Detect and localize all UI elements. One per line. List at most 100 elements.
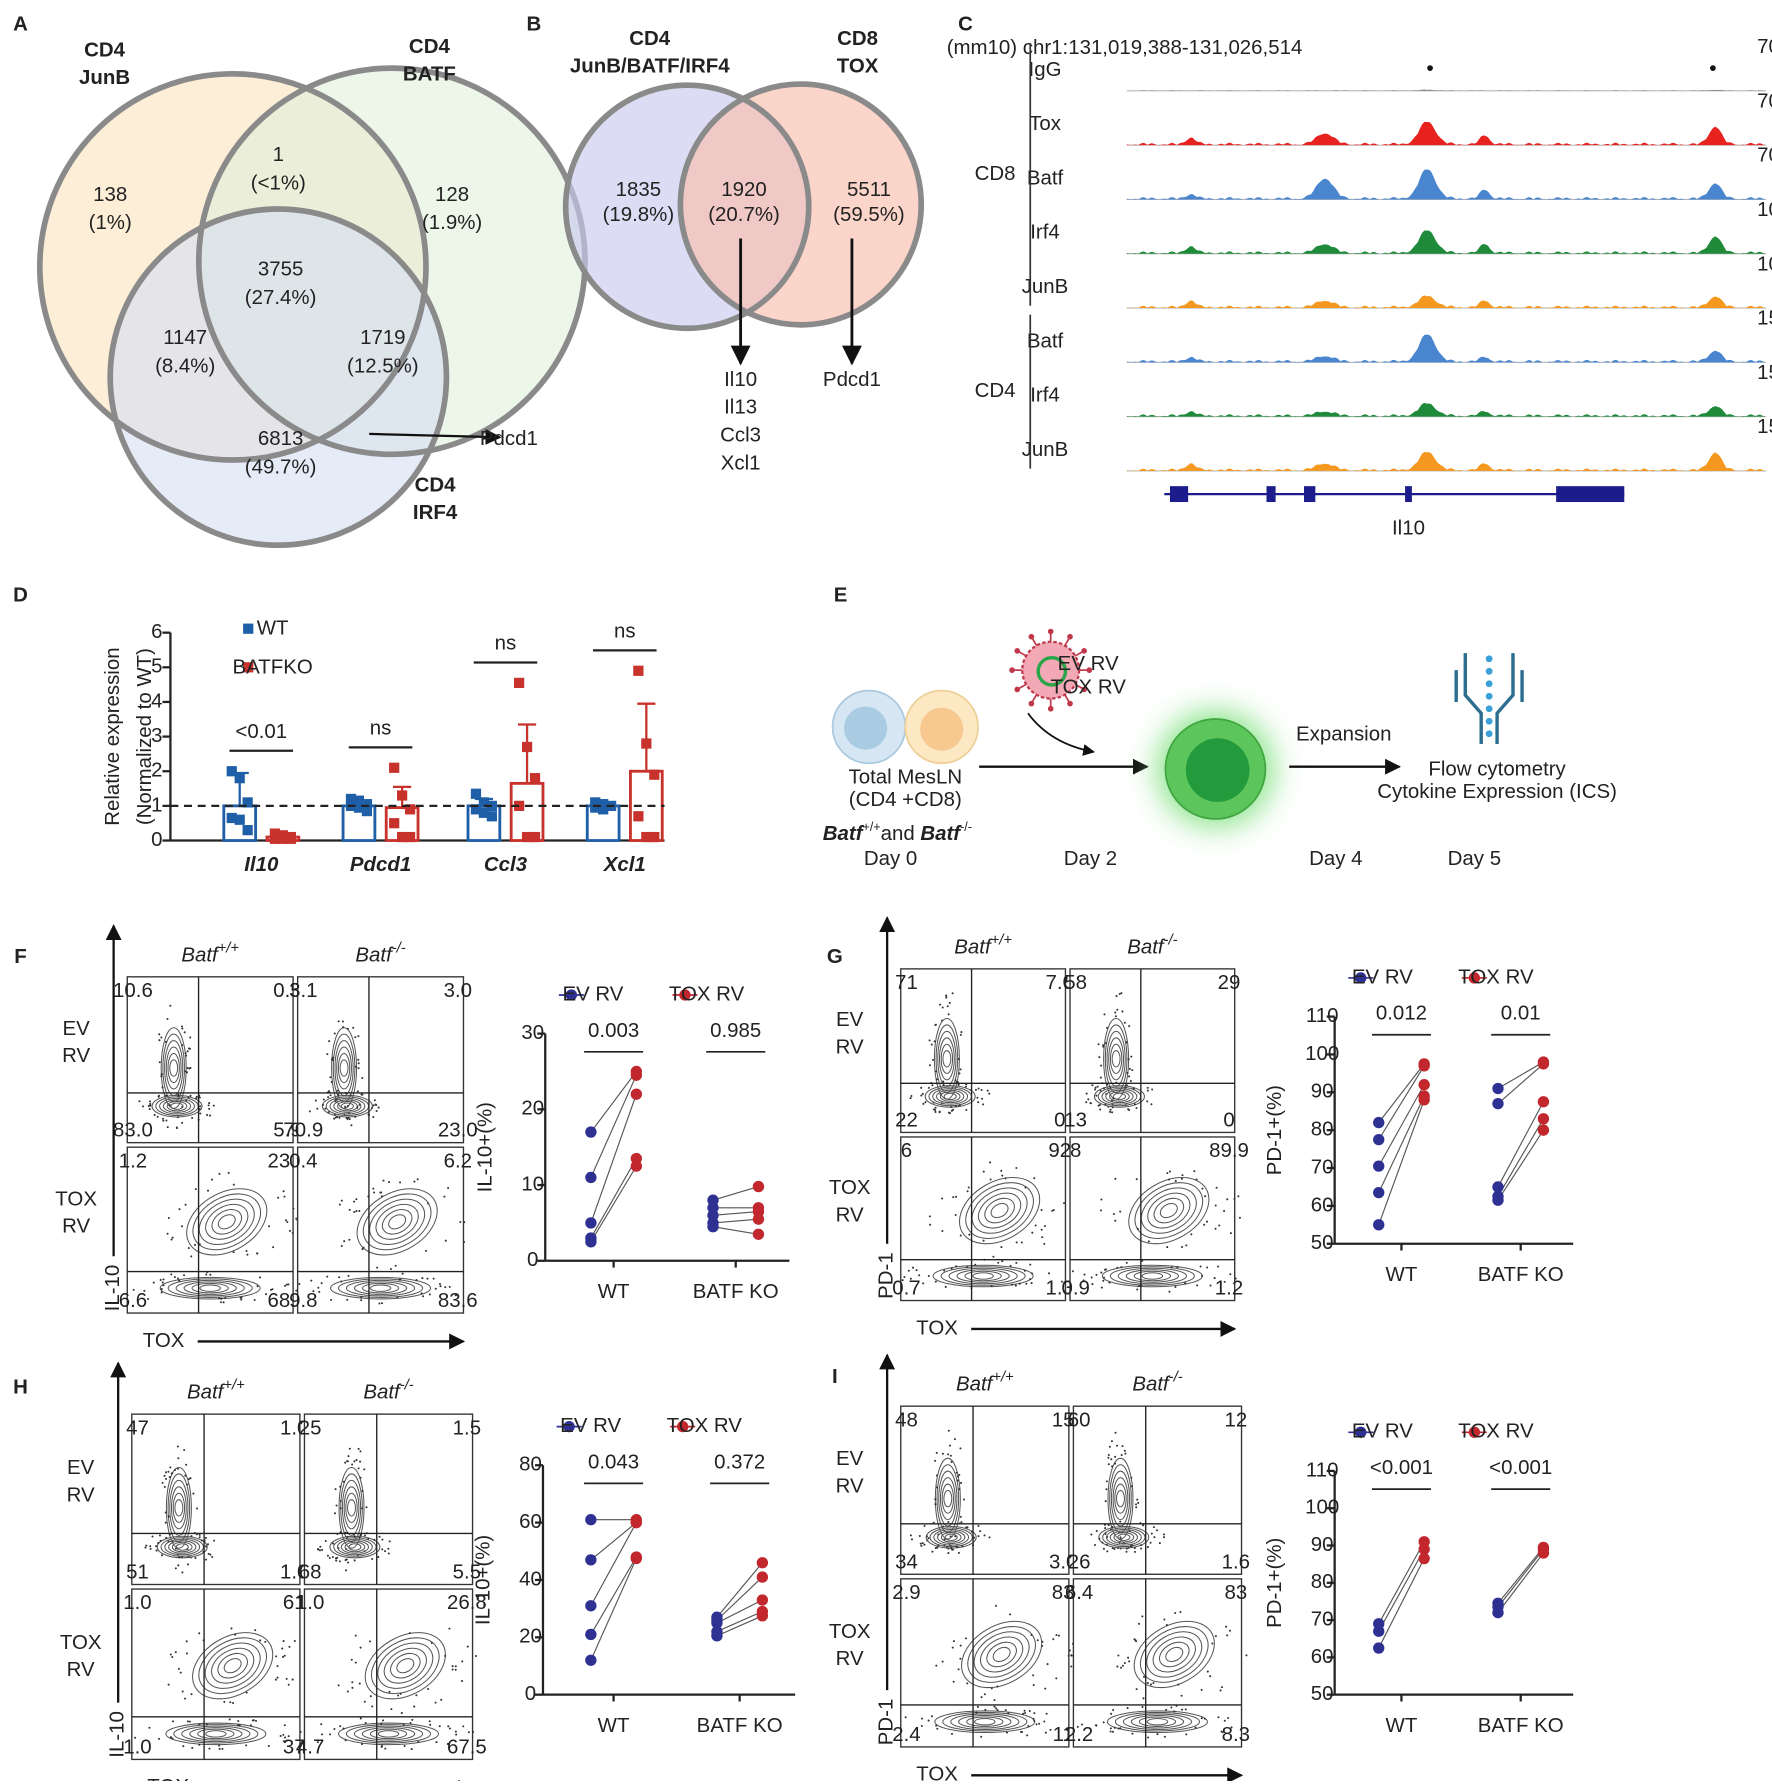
event (1109, 1528, 1112, 1531)
event (365, 1506, 368, 1509)
point (226, 812, 237, 824)
contour (984, 1197, 1015, 1224)
event (1179, 1611, 1182, 1614)
event (166, 1017, 169, 1020)
event (298, 1283, 301, 1286)
event (316, 1741, 319, 1744)
event (160, 1073, 163, 1076)
quadrant-value: 1.5 (453, 1416, 481, 1439)
event (956, 1479, 959, 1482)
contour (211, 1647, 255, 1684)
event (147, 1297, 150, 1301)
significance-label: <0.01 (235, 720, 287, 743)
event (1107, 1456, 1110, 1459)
point (641, 738, 652, 749)
event (925, 1535, 928, 1538)
event (927, 1719, 930, 1722)
event (928, 1064, 931, 1067)
contour (364, 1632, 446, 1700)
event (1052, 1209, 1055, 1212)
event (362, 1246, 365, 1249)
event (1150, 1532, 1153, 1535)
event (1214, 1635, 1217, 1638)
event (1040, 1208, 1043, 1212)
event (198, 1243, 201, 1246)
event (282, 1740, 285, 1743)
venn-outline (36, 70, 429, 463)
event (388, 1181, 391, 1184)
event (326, 1053, 329, 1056)
event (1071, 1270, 1074, 1273)
contour (341, 1479, 362, 1536)
contour (375, 1203, 419, 1240)
point (630, 1069, 643, 1081)
event (334, 1116, 337, 1119)
contour (1140, 1626, 1209, 1683)
event (333, 1032, 336, 1035)
event (1085, 1092, 1088, 1095)
event (171, 1472, 174, 1475)
event (324, 1107, 327, 1110)
event (1163, 1618, 1166, 1621)
quadrant-value: 4.7 (296, 1735, 324, 1758)
quadrant-value: 1.2 (1215, 1277, 1243, 1300)
event (359, 1450, 362, 1453)
event (1181, 1245, 1184, 1249)
event (1091, 1283, 1094, 1286)
event (1142, 1697, 1145, 1700)
event (417, 1740, 420, 1743)
event (353, 1211, 356, 1214)
virus-spike-tip (1081, 686, 1087, 693)
event (959, 1234, 962, 1237)
event (394, 1264, 397, 1267)
event (454, 1668, 457, 1671)
event (1129, 1080, 1132, 1083)
venn-set (110, 208, 447, 546)
event (946, 1005, 949, 1008)
legend-marker (677, 1420, 689, 1433)
contour (181, 1725, 251, 1743)
contour (337, 1100, 358, 1112)
event (955, 1265, 958, 1268)
set-label: IRF4 (413, 501, 458, 524)
track-scale: 10 (1757, 252, 1772, 275)
pair-line (1378, 1541, 1425, 1625)
contour (986, 1641, 1017, 1668)
legend-marker (1468, 972, 1481, 984)
event (1033, 1177, 1036, 1180)
legend-label: BATFKO (233, 655, 313, 678)
event (398, 1278, 401, 1281)
event (371, 1705, 374, 1708)
flow-plot-frame (131, 1588, 301, 1761)
event (331, 1059, 334, 1062)
event (189, 1094, 192, 1097)
quadrant-value: 12 (1224, 1408, 1247, 1431)
event (959, 1033, 962, 1036)
event (156, 1115, 159, 1118)
event (340, 1199, 343, 1202)
event (161, 1481, 164, 1484)
event (1035, 1723, 1038, 1726)
event (334, 1557, 338, 1560)
event (1132, 1087, 1135, 1091)
event (287, 1735, 290, 1738)
event (164, 1511, 167, 1514)
contour (967, 1626, 1036, 1683)
event (938, 1110, 941, 1113)
legend-label: EV RV (1352, 1420, 1413, 1443)
point (1492, 1082, 1504, 1095)
contour (1133, 1270, 1172, 1282)
contour (345, 1279, 416, 1297)
y-tick-label: 70 (1311, 1607, 1334, 1630)
coordinates: (mm10) chr1:131,019,388-131,026,514 (947, 36, 1303, 59)
event (1101, 1541, 1104, 1544)
contour (381, 1209, 413, 1235)
event (279, 1734, 282, 1738)
event (384, 1550, 387, 1553)
event (1190, 1233, 1193, 1236)
genotype: +/+ (991, 932, 1013, 948)
y-axis-label: Relative expression (101, 647, 124, 825)
contour (935, 1024, 959, 1094)
event (934, 1106, 937, 1109)
event (948, 1444, 951, 1447)
